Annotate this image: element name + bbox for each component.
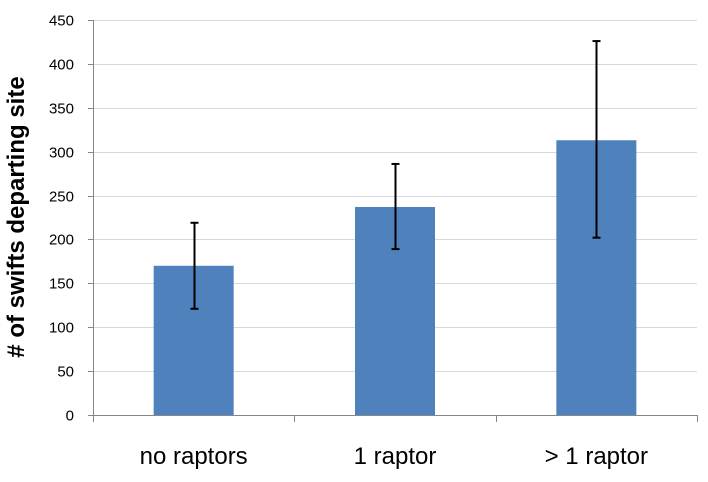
x-category-label: no raptors bbox=[140, 443, 248, 470]
x-category-label: 1 raptor bbox=[354, 443, 437, 470]
y-tick-labels: 0 50 100 150 200 250 300 350 400 450 bbox=[49, 13, 74, 425]
y-axis-label: # of swifts departing site bbox=[3, 76, 30, 357]
error-bar-1 bbox=[391, 162, 400, 251]
y-tick-label: 200 bbox=[49, 232, 74, 249]
y-tick-label: 450 bbox=[49, 13, 74, 30]
error-bar-2 bbox=[592, 40, 601, 239]
y-tick-label: 350 bbox=[49, 101, 74, 118]
x-category-labels: no raptors 1 raptor > 1 raptor bbox=[140, 443, 648, 470]
error-bar-0 bbox=[190, 221, 199, 310]
y-tick-label: 250 bbox=[49, 189, 74, 206]
axes bbox=[88, 20, 698, 422]
y-tick-label: 50 bbox=[57, 364, 74, 381]
x-category-label: > 1 raptor bbox=[545, 443, 648, 470]
y-tick-label: 400 bbox=[49, 57, 74, 74]
y-tick-label: 100 bbox=[49, 320, 74, 337]
error-bars bbox=[190, 40, 601, 310]
y-tick-label: 300 bbox=[49, 145, 74, 162]
y-tick-label: 0 bbox=[66, 408, 74, 425]
y-tick-label: 150 bbox=[49, 276, 74, 293]
